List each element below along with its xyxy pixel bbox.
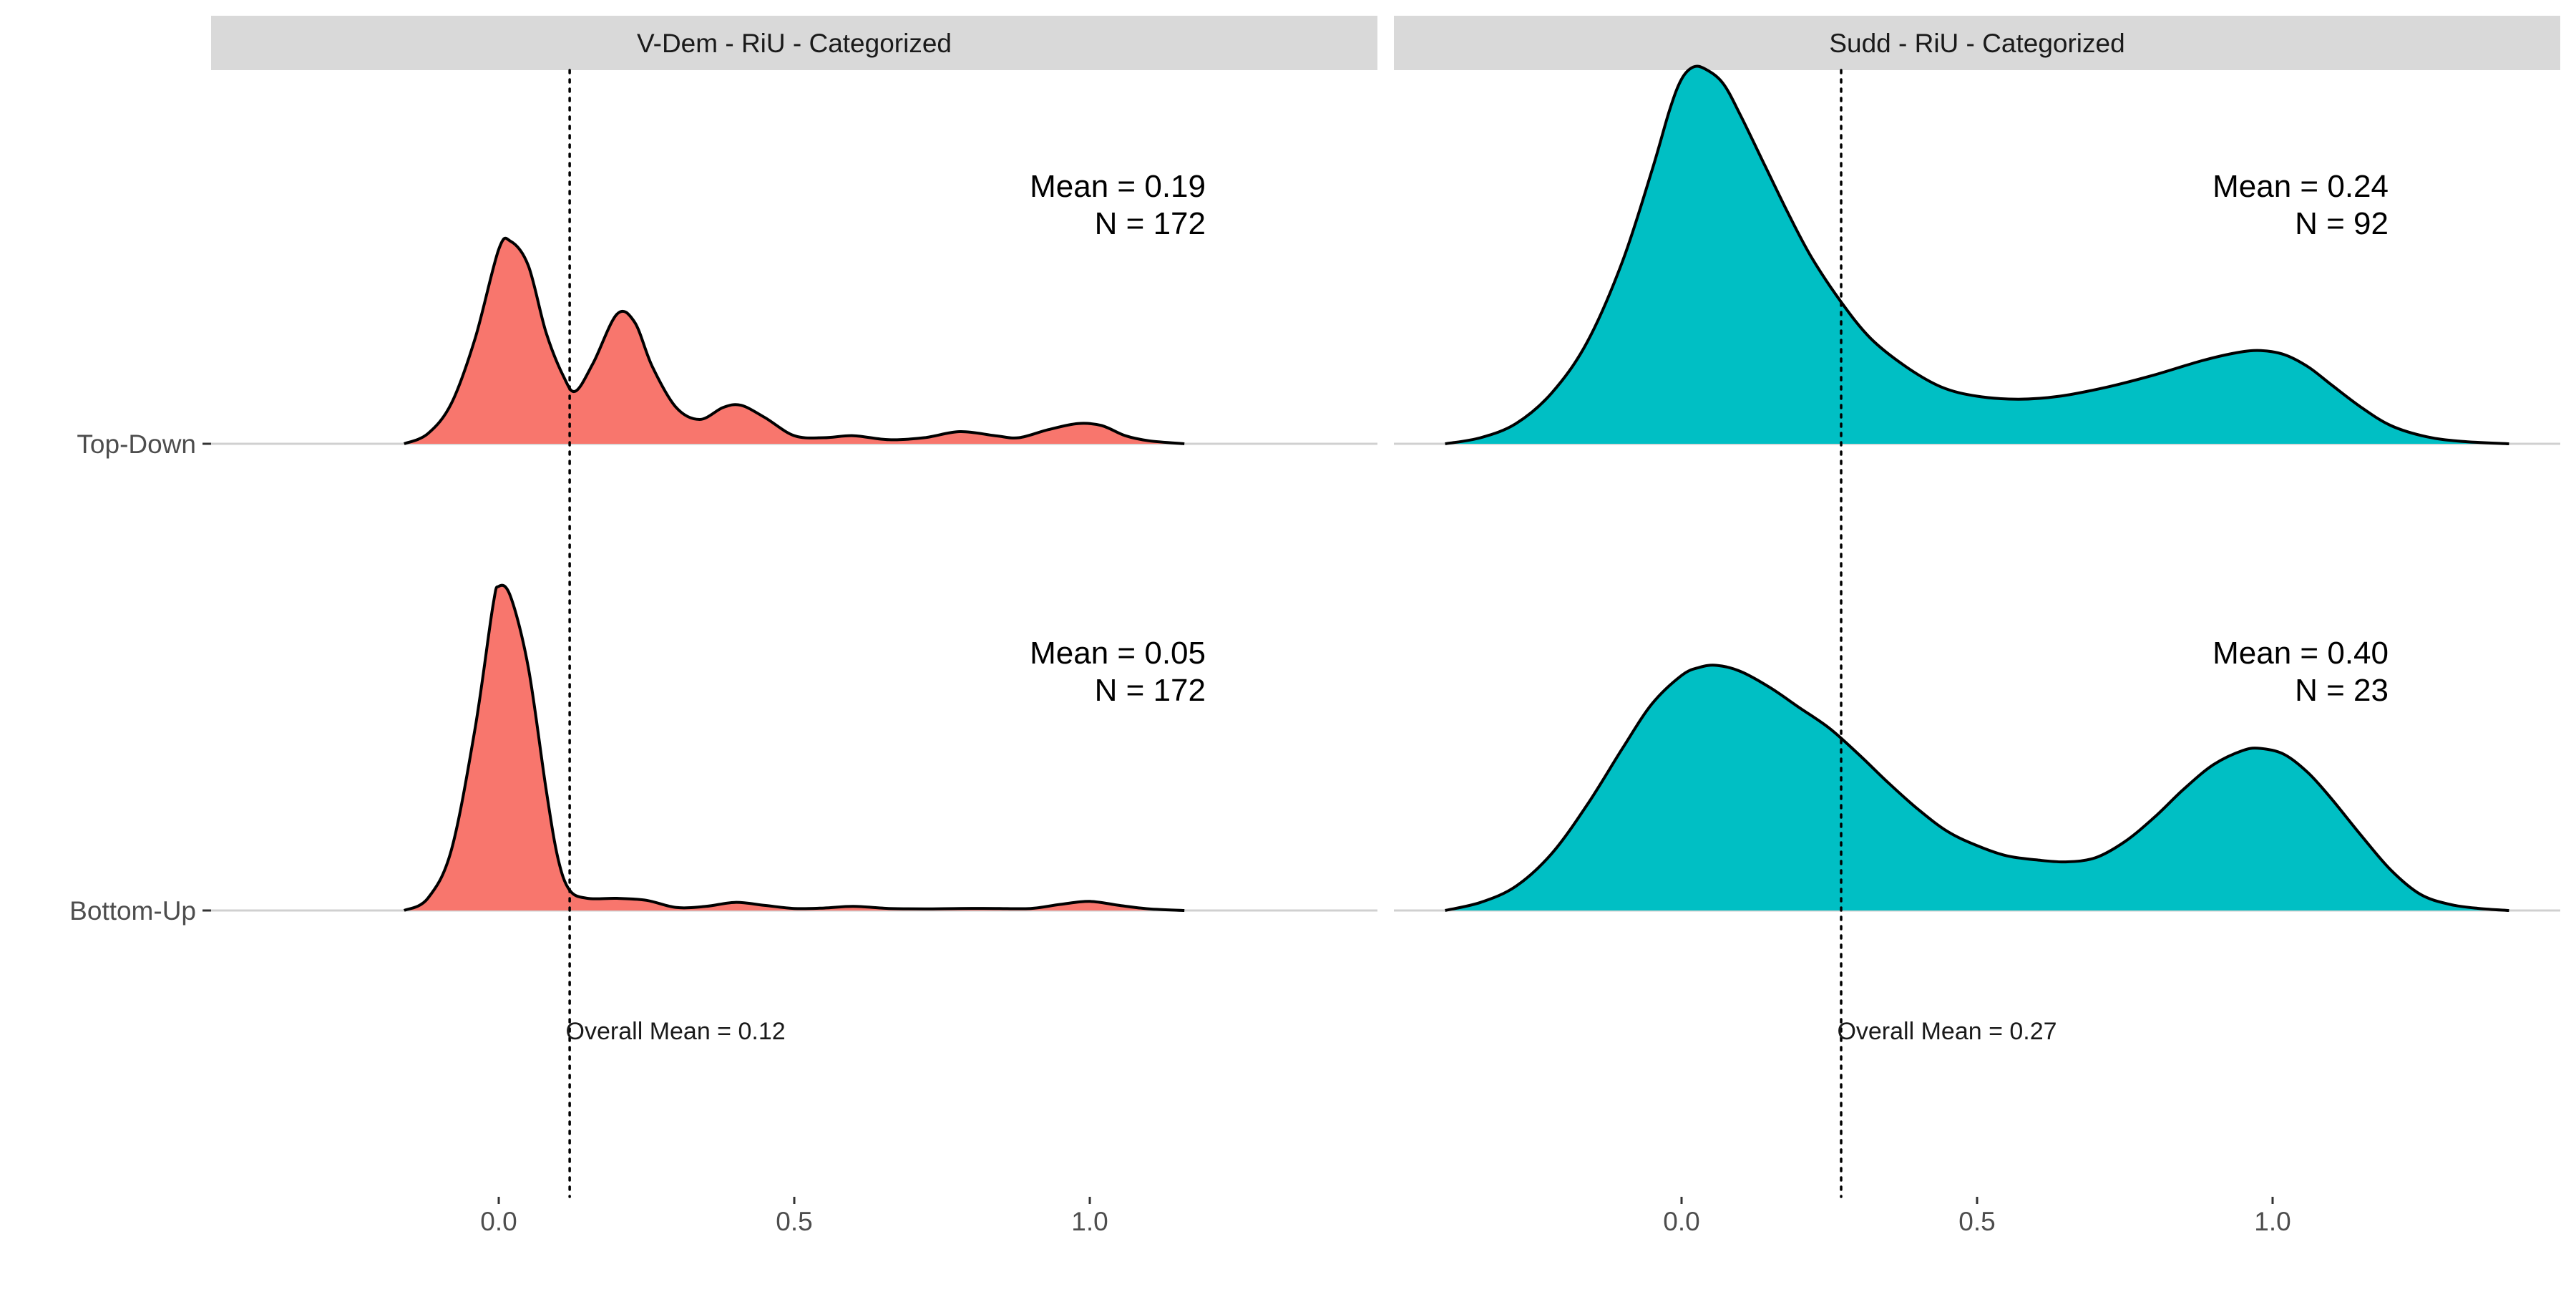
x-tick-label: 0.5 bbox=[1958, 1207, 1995, 1236]
mean-label: Mean = 0.40 bbox=[2212, 636, 2389, 671]
strip-header bbox=[211, 16, 1377, 70]
density-area-bottom-up bbox=[1445, 665, 2509, 910]
mean-label: Mean = 0.19 bbox=[1030, 169, 1206, 204]
x-tick-label: 1.0 bbox=[2254, 1207, 2290, 1236]
n-label: N = 92 bbox=[2295, 206, 2389, 241]
overall-mean-label: Overall Mean = 0.12 bbox=[566, 1018, 786, 1045]
n-label: N = 23 bbox=[2295, 673, 2389, 708]
density-line-top-down bbox=[404, 236, 1185, 445]
mean-label: Mean = 0.05 bbox=[1030, 636, 1206, 671]
density-line-bottom-up bbox=[403, 583, 1185, 912]
x-tick-label: 1.0 bbox=[1071, 1207, 1108, 1236]
strip-header bbox=[1394, 16, 2560, 70]
density-area-top-down bbox=[404, 238, 1185, 444]
y-tick-label: Bottom-Up bbox=[69, 896, 196, 926]
n-label: N = 172 bbox=[1095, 673, 1206, 708]
n-label: N = 172 bbox=[1095, 206, 1206, 241]
x-tick-label: 0.0 bbox=[1663, 1207, 1699, 1236]
density-area-top-down bbox=[1445, 66, 2509, 445]
density-line-bottom-up bbox=[1445, 664, 2509, 912]
mean-label: Mean = 0.24 bbox=[2212, 169, 2389, 204]
density-line-top-down bbox=[1445, 64, 2509, 445]
strip-label: V-Dem - RiU - Categorized bbox=[637, 29, 952, 58]
facet-panel-2: Sudd - RiU - Categorized Mean = 0.24N = 9… bbox=[1394, 16, 2560, 1236]
x-tick-label: 0.0 bbox=[480, 1207, 517, 1236]
strip-label: Sudd - RiU - Categorized bbox=[1829, 29, 2124, 58]
density-area-bottom-up bbox=[404, 585, 1185, 910]
overall-mean-label: Overall Mean = 0.27 bbox=[1837, 1018, 2057, 1045]
y-tick-label: Top-Down bbox=[77, 429, 196, 459]
x-tick-label: 0.5 bbox=[776, 1207, 812, 1236]
